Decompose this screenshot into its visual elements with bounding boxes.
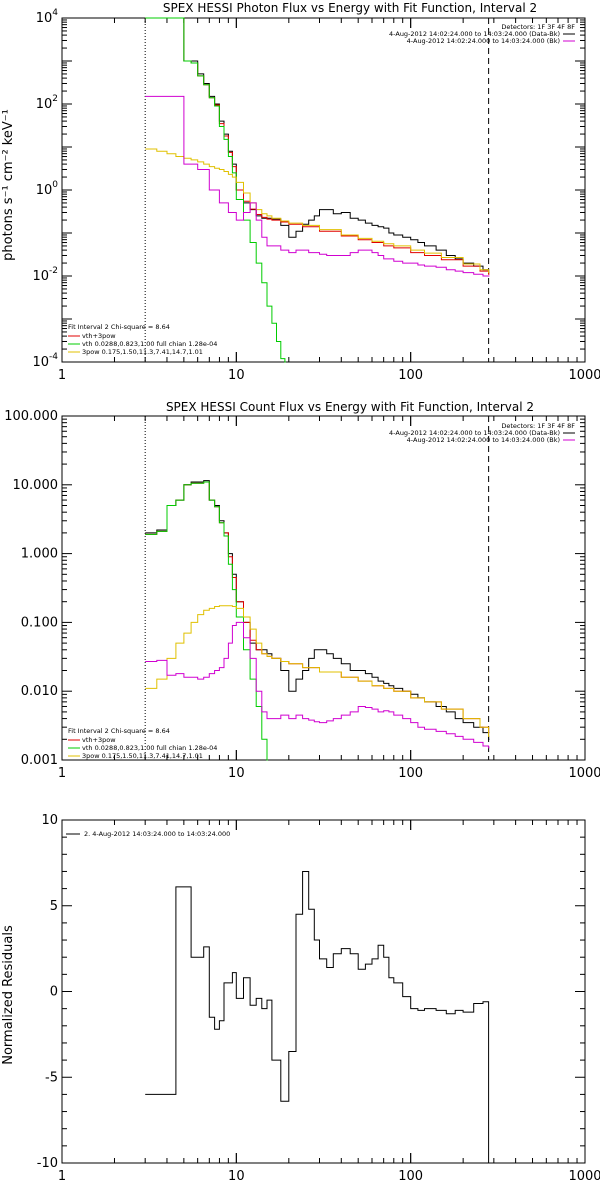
chart-1-legend-databk: 4-Aug-2012 14:02:24.000 to 14:03:24.000 … bbox=[389, 30, 560, 38]
x-tick-label: 10 bbox=[228, 1169, 245, 1184]
y-tick-label: 1.000 bbox=[21, 547, 58, 562]
chart-1-detectors: Detectors: 1F 3F 4F 8F bbox=[501, 23, 575, 31]
x-tick-label: 1000 bbox=[568, 1169, 600, 1184]
chart-3-legend: 2. 4-Aug-2012 14:03:24.000 to 14:03:24.0… bbox=[66, 830, 230, 838]
x-tick-label: 1 bbox=[58, 368, 66, 383]
y-tick-label: 10 bbox=[41, 813, 58, 828]
chart-2-legend-bk: 4-Aug-2012 14:02:24.000 to 14:03:24.000 … bbox=[407, 436, 560, 444]
series-data-bk bbox=[145, 17, 490, 274]
chart-2-legend-fit: Fit Interval 2 Chi-square = 8.64 vth+3po… bbox=[68, 727, 217, 760]
series-data-bk bbox=[145, 480, 490, 740]
chart-1-fit-label-2: vth 0.0288,0.823,1.00 full chian 1.28e-0… bbox=[82, 340, 217, 348]
chart-1-ylabel: photons s⁻¹ cm⁻² keV⁻¹ bbox=[1, 109, 16, 261]
chart-2-fit-label-3: 3pow 0.175,1.50,11.3,7.41,14.7,1.01 bbox=[82, 752, 203, 760]
plot-frame bbox=[61, 17, 586, 363]
y-tick-label: 0.010 bbox=[21, 684, 58, 699]
chart-1-fit-label-3: 3pow 0.175,1.50,11.3,7.41,14.7,1.01 bbox=[82, 348, 203, 356]
x-tick-label: 1000 bbox=[568, 766, 600, 781]
chart-3-ylabel: Normalized Residuals bbox=[1, 925, 16, 1065]
series-3pow bbox=[145, 148, 490, 274]
x-tick-label: 1 bbox=[58, 766, 66, 781]
x-tick-label: 100 bbox=[398, 368, 423, 383]
chart-2-title: SPEX HESSI Count Flux vs Energy with Fit… bbox=[166, 400, 534, 414]
chart-1-plot: 1 10 100 1000 10-4 10-2 100 102 104 bbox=[32, 8, 600, 383]
y-tick-label: 0.100 bbox=[21, 615, 58, 630]
chart-1-fit-label-1: vth+3pow bbox=[82, 332, 116, 340]
chart-1-title: SPEX HESSI Photon Flux vs Energy with Fi… bbox=[163, 1, 537, 15]
y-tick-label: 5 bbox=[50, 899, 58, 914]
y-tick-label: 10-2 bbox=[32, 266, 58, 284]
series-vth+3pow bbox=[145, 481, 490, 734]
y-tick-label: 10.000 bbox=[13, 478, 59, 493]
plot-frame bbox=[61, 819, 586, 1164]
x-tick-label: 1000 bbox=[568, 368, 600, 383]
x-tick-label: 1 bbox=[58, 1169, 66, 1184]
series-residuals bbox=[145, 871, 490, 1164]
chart-2-fit-label-1: vth+3pow bbox=[82, 736, 116, 744]
y-tick-label: -5 bbox=[45, 1070, 58, 1085]
series-bk bbox=[145, 95, 490, 277]
x-tick-label: 10 bbox=[228, 368, 245, 383]
y-tick-label: 0 bbox=[50, 985, 58, 1000]
y-tick-label: 104 bbox=[36, 8, 59, 26]
chart-2-legend-top: Detectors: 1F 3F 4F 8F 4-Aug-2012 14:02:… bbox=[389, 422, 575, 444]
chart-1-legend-top: Detectors: 1F 3F 4F 8F 4-Aug-2012 14:02:… bbox=[389, 23, 575, 45]
plot-frame bbox=[61, 415, 586, 761]
series-vth bbox=[145, 481, 268, 761]
series-bk bbox=[145, 621, 490, 749]
x-tick-label: 100 bbox=[398, 1169, 423, 1184]
chart-1-legend-fit: Fit Interval 2 Chi-square = 8.64 vth+3po… bbox=[68, 323, 217, 356]
chart-2-plot: 1 10 100 1000 0.001 0.010 0.100 1.000 10.000 100.… bbox=[4, 409, 600, 781]
chart-1-legend-bk: 4-Aug-2012 14:02:24.000 to 14:03:24.000 … bbox=[407, 37, 560, 45]
series-vth+3pow bbox=[145, 17, 490, 275]
chart-1-fit-title: Fit Interval 2 Chi-square = 8.64 bbox=[68, 323, 170, 331]
chart-2-detectors: Detectors: 1F 3F 4F 8F bbox=[501, 422, 575, 430]
y-tick-label: -10 bbox=[37, 1156, 58, 1171]
chart-2-fit-title: Fit Interval 2 Chi-square = 8.64 bbox=[68, 727, 170, 735]
x-tick-label: 100 bbox=[398, 766, 423, 781]
y-tick-label: 0.001 bbox=[21, 753, 58, 768]
y-tick-label: 10-4 bbox=[32, 352, 58, 370]
x-tick-label: 10 bbox=[228, 766, 245, 781]
y-tick-label: 102 bbox=[36, 94, 58, 112]
series-3pow bbox=[145, 605, 490, 737]
series-vth bbox=[145, 17, 286, 363]
chart-2-legend-databk: 4-Aug-2012 14:02:24.000 to 14:03:24.000 … bbox=[389, 429, 560, 437]
chart-3-legend-text: 2. 4-Aug-2012 14:03:24.000 to 14:03:24.0… bbox=[84, 830, 230, 838]
chart-3-plot: 1 10 100 1000 -10 -5 0 5 10 bbox=[37, 813, 600, 1184]
chart-2-fit-label-2: vth 0.0288,0.823,1.00 full chian 1.28e-0… bbox=[82, 744, 217, 752]
y-tick-label: 100.000 bbox=[4, 409, 58, 424]
y-tick-label: 100 bbox=[36, 180, 59, 198]
